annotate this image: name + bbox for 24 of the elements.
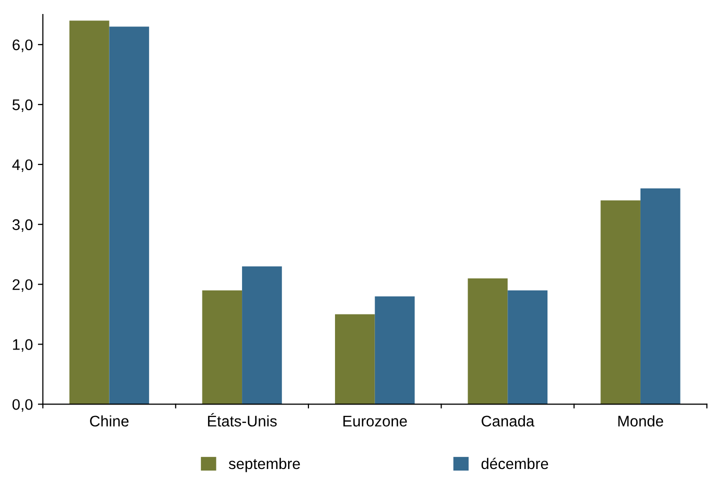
bar — [242, 266, 282, 404]
bar — [374, 296, 415, 404]
bar — [69, 20, 110, 404]
legend-label: septembre — [228, 458, 300, 472]
y-tick-label: 5,0 — [12, 99, 33, 112]
bar — [600, 200, 640, 404]
y-tick-label: 3,0 — [12, 219, 33, 232]
bar — [202, 290, 242, 404]
y-tick-label: 1,0 — [13, 339, 33, 352]
legend-label: décembre — [482, 458, 548, 470]
bar — [109, 26, 150, 404]
bar — [335, 314, 375, 404]
x-tick-label: Chine — [90, 415, 129, 427]
y-tick-label: 0,0 — [12, 399, 33, 412]
bar — [508, 290, 548, 404]
bar — [640, 188, 680, 404]
y-tick-label: 6,0 — [12, 39, 33, 52]
bar — [468, 278, 508, 404]
x-tick-label: Monde — [618, 415, 664, 427]
x-tick-label: Canada — [482, 415, 534, 427]
y-tick-label: 4,0 — [12, 159, 33, 172]
x-tick-label: Eurozone — [343, 416, 407, 427]
x-tick-label: États-Unis — [208, 413, 277, 427]
y-tick-label: 2,0 — [12, 279, 33, 292]
